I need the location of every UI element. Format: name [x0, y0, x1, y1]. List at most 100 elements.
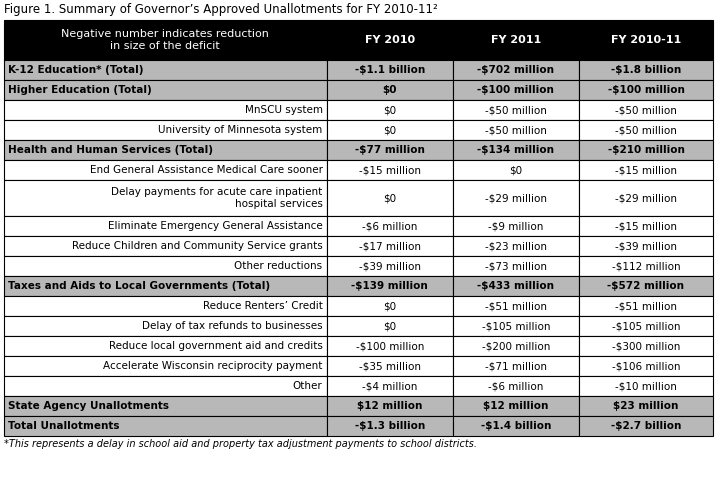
- Bar: [453, 316, 579, 336]
- Text: -$39 million: -$39 million: [615, 241, 677, 251]
- Bar: [453, 356, 579, 376]
- Text: -$2.7 billion: -$2.7 billion: [611, 421, 681, 431]
- Bar: [327, 140, 453, 160]
- Text: $0: $0: [383, 301, 397, 311]
- Bar: [453, 396, 579, 416]
- Bar: [579, 356, 713, 376]
- Text: -$50 million: -$50 million: [615, 105, 677, 115]
- Text: -$23 million: -$23 million: [485, 241, 547, 251]
- Text: -$51 million: -$51 million: [615, 301, 677, 311]
- Text: -$100 million: -$100 million: [478, 85, 554, 95]
- Bar: [453, 140, 579, 160]
- Bar: [4, 60, 327, 80]
- Text: -$6 million: -$6 million: [488, 381, 543, 391]
- Bar: [4, 416, 327, 436]
- Bar: [453, 80, 579, 100]
- Bar: [327, 416, 453, 436]
- Text: Reduce Children and Community Service grants: Reduce Children and Community Service gr…: [72, 241, 323, 251]
- Text: -$105 million: -$105 million: [612, 321, 680, 331]
- Bar: [453, 160, 579, 180]
- Bar: [453, 376, 579, 396]
- Text: $0: $0: [383, 125, 397, 135]
- Bar: [4, 396, 327, 416]
- Bar: [4, 20, 327, 60]
- Text: -$71 million: -$71 million: [485, 361, 547, 371]
- Bar: [327, 336, 453, 356]
- Text: Delay of tax refunds to businesses: Delay of tax refunds to businesses: [142, 321, 323, 331]
- Text: -$39 million: -$39 million: [358, 261, 421, 271]
- Bar: [453, 216, 579, 236]
- Bar: [4, 140, 327, 160]
- Bar: [453, 180, 579, 216]
- Bar: [327, 60, 453, 80]
- Bar: [327, 160, 453, 180]
- Text: -$105 million: -$105 million: [482, 321, 550, 331]
- Bar: [453, 296, 579, 316]
- Text: $12 million: $12 million: [483, 401, 549, 411]
- Bar: [327, 356, 453, 376]
- Text: $12 million: $12 million: [357, 401, 422, 411]
- Text: FY 2011: FY 2011: [490, 35, 541, 45]
- Bar: [327, 180, 453, 216]
- Text: -$300 million: -$300 million: [612, 341, 680, 351]
- Bar: [579, 416, 713, 436]
- Text: -$15 million: -$15 million: [615, 165, 677, 175]
- Text: -$6 million: -$6 million: [362, 221, 417, 231]
- Bar: [4, 296, 327, 316]
- Bar: [579, 60, 713, 80]
- Text: Accelerate Wisconsin reciprocity payment: Accelerate Wisconsin reciprocity payment: [103, 361, 323, 371]
- Text: Reduce local government aid and credits: Reduce local government aid and credits: [109, 341, 323, 351]
- Bar: [579, 140, 713, 160]
- Text: -$50 million: -$50 million: [485, 125, 547, 135]
- Text: -$17 million: -$17 million: [358, 241, 421, 251]
- Text: -$50 million: -$50 million: [615, 125, 677, 135]
- Bar: [579, 160, 713, 180]
- Text: -$1.1 billion: -$1.1 billion: [355, 65, 424, 75]
- Text: $0: $0: [382, 85, 397, 95]
- Text: -$433 million: -$433 million: [478, 281, 554, 291]
- Text: End General Assistance Medical Care sooner: End General Assistance Medical Care soon…: [90, 165, 323, 175]
- Bar: [453, 236, 579, 256]
- Bar: [4, 100, 327, 120]
- Text: Health and Human Services (Total): Health and Human Services (Total): [8, 145, 213, 155]
- Text: -$1.8 billion: -$1.8 billion: [611, 65, 681, 75]
- Bar: [327, 376, 453, 396]
- Text: FY 2010-11: FY 2010-11: [611, 35, 681, 45]
- Bar: [4, 356, 327, 376]
- Text: $0: $0: [383, 105, 397, 115]
- Bar: [4, 276, 327, 296]
- Text: Negative number indicates reduction
in size of the deficit: Negative number indicates reduction in s…: [62, 29, 270, 51]
- Text: Taxes and Aids to Local Governments (Total): Taxes and Aids to Local Governments (Tot…: [8, 281, 270, 291]
- Text: -$9 million: -$9 million: [488, 221, 543, 231]
- Bar: [327, 256, 453, 276]
- Text: -$10 million: -$10 million: [615, 381, 677, 391]
- Text: *This represents a delay in school aid and property tax adjustment payments to s: *This represents a delay in school aid a…: [4, 439, 477, 449]
- Bar: [327, 80, 453, 100]
- Bar: [579, 296, 713, 316]
- Bar: [453, 256, 579, 276]
- Text: -$15 million: -$15 million: [615, 221, 677, 231]
- Bar: [453, 416, 579, 436]
- Text: MnSCU system: MnSCU system: [244, 105, 323, 115]
- Bar: [327, 316, 453, 336]
- Text: Total Unallotments: Total Unallotments: [8, 421, 120, 431]
- Bar: [4, 316, 327, 336]
- Text: $0: $0: [509, 165, 523, 175]
- Text: -$51 million: -$51 million: [485, 301, 547, 311]
- Text: -$29 million: -$29 million: [485, 193, 547, 203]
- Bar: [453, 60, 579, 80]
- Bar: [579, 256, 713, 276]
- Text: -$100 million: -$100 million: [607, 85, 685, 95]
- Text: Delay payments for acute care inpatient
hospital services: Delay payments for acute care inpatient …: [111, 187, 323, 209]
- Text: $23 million: $23 million: [613, 401, 679, 411]
- Text: Eliminate Emergency General Assistance: Eliminate Emergency General Assistance: [108, 221, 323, 231]
- Bar: [579, 180, 713, 216]
- Text: Figure 1. Summary of Governor’s Approved Unallotments for FY 2010-11²: Figure 1. Summary of Governor’s Approved…: [4, 3, 438, 16]
- Bar: [327, 276, 453, 296]
- Text: -$29 million: -$29 million: [615, 193, 677, 203]
- Text: -$50 million: -$50 million: [485, 105, 547, 115]
- Bar: [453, 276, 579, 296]
- Text: Reduce Renters’ Credit: Reduce Renters’ Credit: [203, 301, 323, 311]
- Bar: [453, 336, 579, 356]
- Bar: [4, 256, 327, 276]
